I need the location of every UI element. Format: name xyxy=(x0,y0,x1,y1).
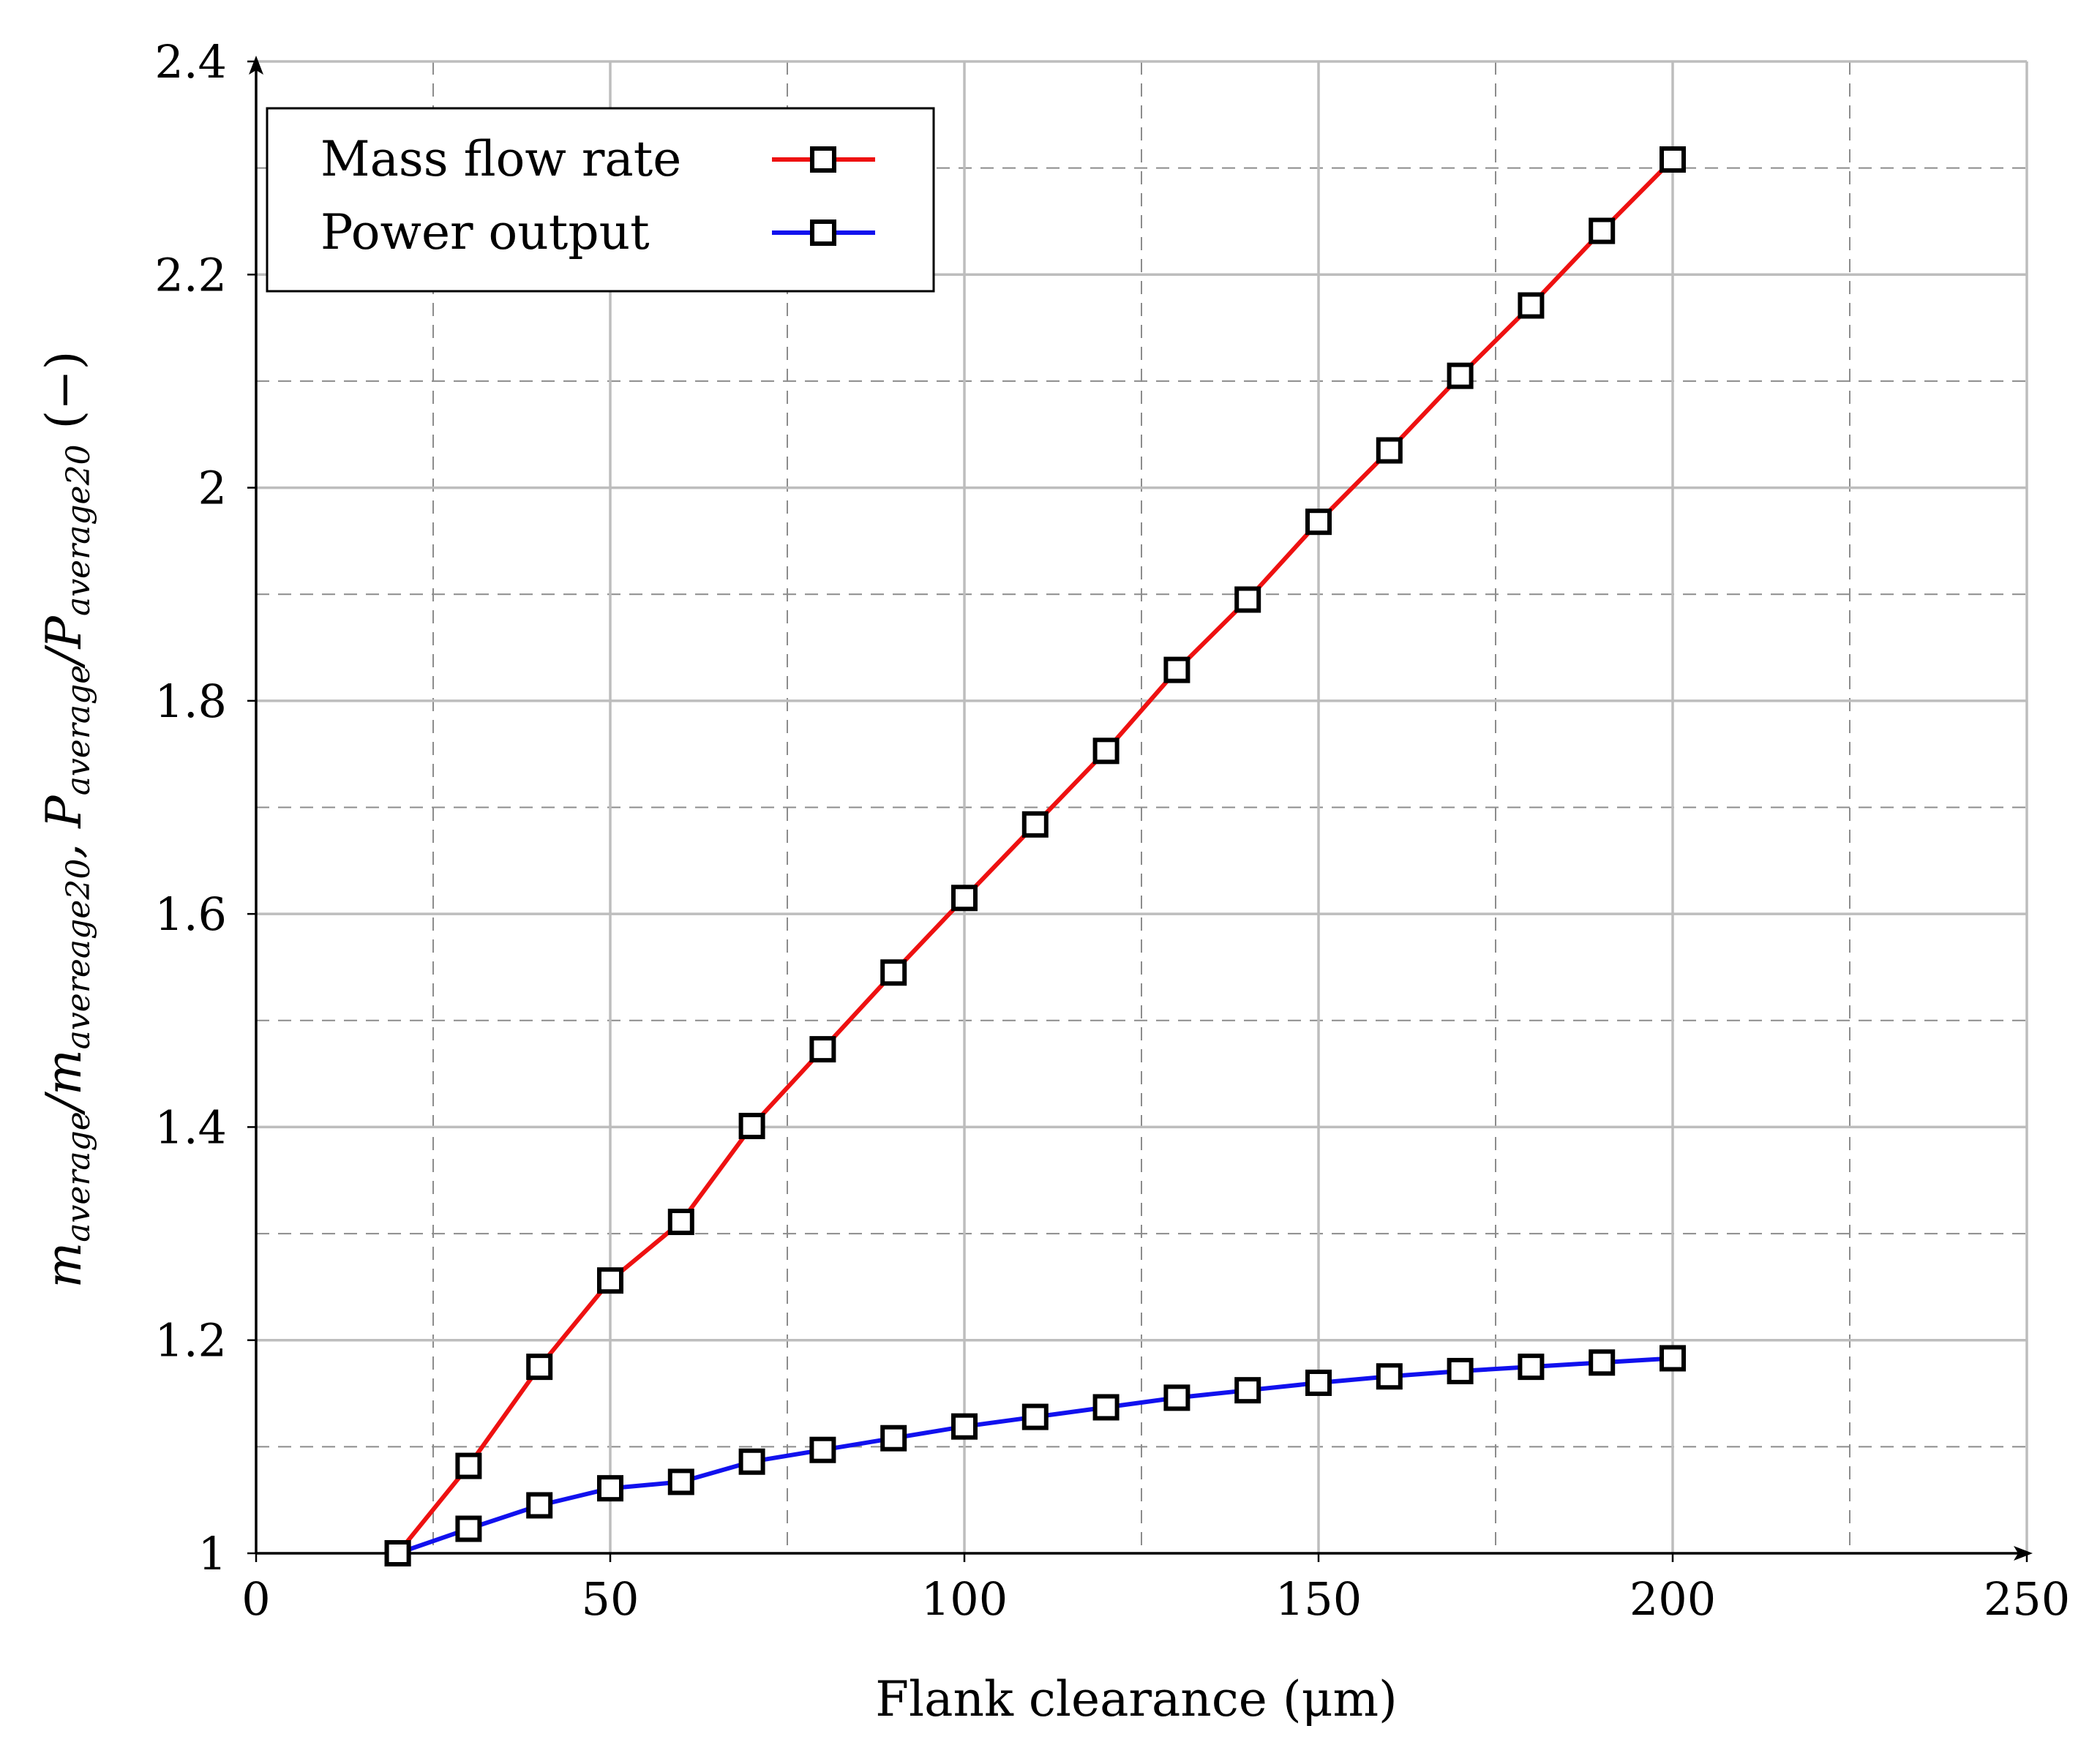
y-tick-label: 2 xyxy=(198,462,227,515)
data-point-mass-flow-rate xyxy=(1447,362,1474,389)
minor-grid xyxy=(256,61,2027,1553)
legend-box xyxy=(266,107,935,293)
data-point-power-output xyxy=(384,1540,411,1566)
data-point-mass-flow-rate xyxy=(455,1452,482,1479)
y-tick-label: 2.2 xyxy=(154,248,227,301)
data-point-mass-flow-rate xyxy=(1163,656,1190,683)
series-line-power-output xyxy=(397,1356,1673,1555)
data-point-power-output xyxy=(1021,1403,1049,1430)
data-point-power-output xyxy=(1234,1377,1261,1404)
legend-marker-mass-flow-rate xyxy=(810,146,836,173)
x-tick-label: 50 xyxy=(582,1572,640,1626)
data-point-power-output xyxy=(1163,1384,1190,1411)
y-tick-label: 1 xyxy=(198,1527,227,1580)
y-tick-label: 1.8 xyxy=(154,675,227,728)
data-point-mass-flow-rate xyxy=(1021,811,1049,838)
data-point-power-output xyxy=(951,1413,978,1440)
data-point-power-output xyxy=(1518,1354,1545,1381)
data-point-mass-flow-rate xyxy=(1660,146,1686,173)
data-point-power-output xyxy=(597,1475,623,1502)
data-point-mass-flow-rate xyxy=(809,1036,836,1063)
data-point-mass-flow-rate xyxy=(597,1267,623,1294)
x-axis-title: Flank clearance (μm) xyxy=(875,1671,1398,1727)
legend-marker-power-output xyxy=(810,219,836,246)
y-tick-label: 1.4 xyxy=(154,1100,227,1154)
data-point-mass-flow-rate xyxy=(1092,737,1120,765)
data-point-power-output xyxy=(667,1468,694,1495)
x-tick-label: 100 xyxy=(921,1572,1008,1626)
y-axis-arrow xyxy=(249,56,263,75)
data-point-power-output xyxy=(1589,1349,1616,1376)
data-point-mass-flow-rate xyxy=(526,1354,553,1381)
data-point-power-output xyxy=(809,1436,836,1463)
x-tick-label: 250 xyxy=(1984,1572,2070,1626)
x-tick-label: 150 xyxy=(1275,1572,1362,1626)
series-layer xyxy=(384,146,1686,1566)
legend: Mass flow rate Power output xyxy=(266,107,935,293)
data-point-mass-flow-rate xyxy=(1589,217,1616,244)
data-point-power-output xyxy=(455,1515,482,1542)
data-point-power-output xyxy=(880,1425,907,1452)
data-point-mass-flow-rate xyxy=(1376,437,1403,464)
data-point-power-output xyxy=(1660,1345,1686,1372)
data-point-power-output xyxy=(1305,1369,1332,1396)
x-tick-label: 0 xyxy=(241,1572,270,1626)
data-point-power-output xyxy=(1376,1363,1403,1390)
data-point-mass-flow-rate xyxy=(1518,292,1545,319)
series-line-mass-flow-rate xyxy=(396,157,1675,1555)
legend-label-power-output: Power output xyxy=(320,204,650,260)
data-point-power-output xyxy=(738,1448,765,1475)
data-point-mass-flow-rate xyxy=(1305,508,1332,536)
legend-label-mass-flow-rate: Mass flow rate xyxy=(320,131,681,187)
major-grid xyxy=(256,60,2028,1553)
y-tick-label: 2.4 xyxy=(154,35,227,89)
y-axis-title: maverage/mavereage20, Paverage/Paverage2… xyxy=(36,351,97,1288)
data-point-power-output xyxy=(526,1492,553,1519)
y-tick-label: 1.2 xyxy=(154,1314,227,1367)
axes xyxy=(247,56,2033,1562)
data-point-mass-flow-rate xyxy=(667,1209,694,1236)
y-tick-label: 1.6 xyxy=(154,887,227,941)
data-point-mass-flow-rate xyxy=(1234,586,1261,613)
data-point-mass-flow-rate xyxy=(738,1112,765,1139)
data-point-mass-flow-rate xyxy=(951,885,978,912)
x-tick-label: 200 xyxy=(1630,1572,1716,1626)
data-point-power-output xyxy=(1092,1394,1120,1421)
tick-labels: 0 50 100 150 200 250 1 1.2 1.4 1.6 1.8 2 2.2 2.4 xyxy=(154,35,2070,1626)
x-axis-arrow xyxy=(2014,1546,2033,1561)
data-point-mass-flow-rate xyxy=(880,959,907,986)
data-point-power-output xyxy=(1447,1357,1474,1384)
